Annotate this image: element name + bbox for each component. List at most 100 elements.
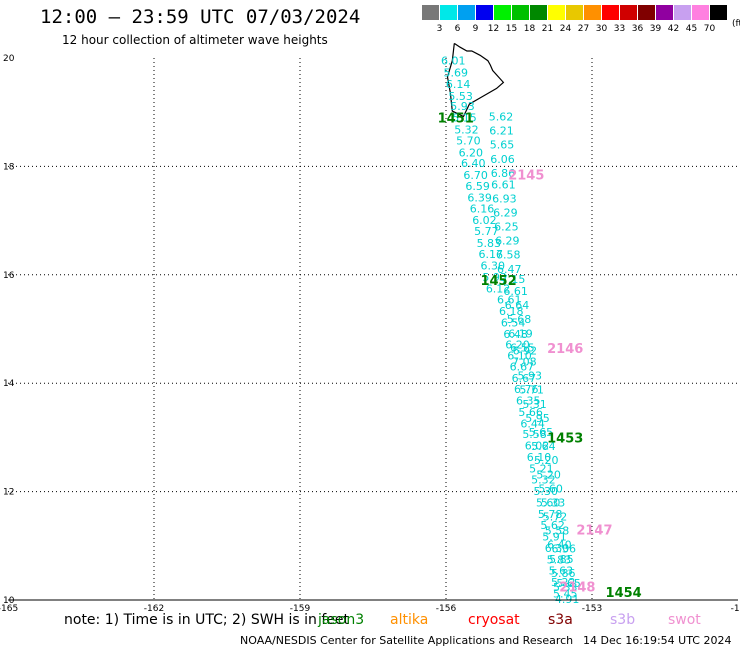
wave-height-value: 6.01 — [441, 55, 466, 68]
wave-height-value: 5.93 — [517, 370, 542, 383]
legend-label: 18 — [523, 24, 536, 34]
wave-height-value: 6.67 — [510, 360, 535, 373]
wave-height-value: 5.83 — [477, 237, 502, 250]
wave-height-value: 5.65 — [529, 426, 554, 439]
satellite-label-jason3: jason3 — [318, 612, 365, 628]
legend-label: 15 — [505, 24, 518, 34]
pass-time-label: 2148 — [559, 580, 595, 595]
wave-height-value: 6.70 — [463, 169, 488, 182]
footer-date: 14 Dec 16:19:54 UTC 2024 — [583, 634, 732, 647]
satellite-label-altika: altika — [390, 612, 429, 628]
wave-height-value: 5.72 — [543, 511, 568, 524]
lat-tick-label: 18 — [3, 162, 15, 172]
wave-height-value: 6.29 — [495, 235, 520, 248]
wave-height-value: 5.62 — [540, 519, 565, 532]
wave-height-value: 6.30 — [545, 542, 570, 555]
lat-tick-label: 12 — [3, 488, 14, 498]
legend-swatch — [512, 5, 529, 20]
wave-height-value: 6.35 — [516, 395, 541, 408]
legend-label: 12 — [487, 24, 500, 34]
legend-label: 39 — [649, 24, 662, 34]
lon-tick-label: -159 — [290, 604, 311, 614]
wave-height-value: 6.44 — [520, 417, 545, 430]
legend-label: 24 — [559, 24, 572, 34]
wave-height-value: 5.31 — [522, 398, 547, 411]
lon-tick-label: -165 — [0, 604, 18, 614]
satellite-label-s3a: s3a — [548, 612, 573, 628]
wave-height-value: 6.59 — [465, 180, 490, 193]
wave-height-value: 6.02 — [472, 214, 497, 227]
wave-height-value: 5.30 — [534, 485, 559, 498]
legend-swatch — [530, 5, 547, 20]
wave-height-value: 5.93 — [450, 100, 475, 113]
pass-time-label: 1451 — [438, 112, 474, 127]
wave-height-value: 6.16 — [470, 203, 495, 216]
wave-height-value: 6.76 — [514, 383, 539, 396]
legend-swatch — [458, 5, 475, 20]
legend-swatch — [656, 5, 673, 20]
wave-height-value: 6.39 — [467, 191, 492, 204]
wave-height-value: 5.45 — [553, 587, 578, 600]
legend-label: 33 — [613, 24, 626, 34]
wave-height-value: 5.69 — [443, 67, 468, 80]
wave-height-value: 5.60 — [536, 496, 561, 509]
lon-tick-label: -156 — [436, 604, 457, 614]
legend-label: 70 — [703, 24, 716, 34]
lon-tick-label: -162 — [144, 604, 164, 614]
wave-height-value: 5.91 — [542, 531, 567, 544]
wave-height-value: 4.91 — [555, 593, 580, 606]
wave-height-value: 6.61 — [497, 294, 522, 307]
lon-tick-label: -153 — [582, 604, 602, 614]
legend-unit: (ft) — [732, 19, 740, 29]
wave-height-value: 6.20 — [459, 146, 484, 159]
wave-height-value: 5.33 — [541, 496, 566, 509]
wave-height-value: 6.14 — [446, 78, 471, 91]
wave-height-value: 5.70 — [456, 134, 481, 147]
pass-time-label: 2145 — [508, 169, 544, 184]
wave-height-value: 5.65 — [490, 139, 515, 152]
wave-height-value: 5.85 — [549, 553, 574, 566]
footer-note: note: 1) Time is in UTC; 2) SWH is in fe… — [64, 612, 350, 628]
wave-height-value: 7.15 — [501, 273, 526, 286]
pass-time-label: 1452 — [480, 274, 516, 289]
map-subtitle: 12 hour collection of altimeter wave hei… — [62, 33, 328, 47]
wave-height-value: 5.68 — [507, 313, 532, 326]
wave-height-value: 6.18 — [499, 305, 524, 318]
wave-height-value: 6.48 — [503, 328, 528, 341]
legend-label: 45 — [685, 24, 698, 34]
satellite-label-swot: swot — [668, 612, 701, 628]
legend-swatch — [710, 5, 727, 20]
wave-height-value: 6.64 — [505, 299, 530, 312]
wave-height-value: 6.29 — [493, 206, 518, 219]
wave-height-value: 6.20 — [505, 339, 530, 352]
footer-credit: NOAA/NESDIS Center for Satellite Applica… — [240, 634, 574, 647]
wave-height-value: 6.93 — [492, 192, 517, 205]
wave-height-value: 6.40 — [461, 157, 486, 170]
lat-tick-label: 10 — [3, 596, 15, 606]
wave-height-value: 5.58 — [545, 525, 570, 538]
wave-height-value: 5.62 — [489, 111, 514, 124]
legend-swatch — [692, 5, 709, 20]
wave-height-value: 6.86 — [491, 167, 516, 180]
legend-swatch — [638, 5, 655, 20]
wave-height-value: 6.30 — [480, 260, 505, 273]
wave-height-value: 5.83 — [547, 553, 572, 566]
wave-height-value: 6.54 — [501, 316, 526, 329]
wave-height-value: 5.77 — [474, 225, 499, 238]
legend-swatch — [584, 5, 601, 20]
wave-height-value: 5.78 — [538, 508, 563, 521]
pass-time-label: 2147 — [576, 524, 612, 539]
legend-swatch — [440, 5, 457, 20]
wave-height-value: 5.65 — [556, 577, 581, 590]
pass-time-label: 1453 — [547, 431, 583, 446]
wave-height-value: 6.25 — [494, 221, 519, 234]
wave-height-value: 5.64 — [531, 440, 556, 453]
wave-height-value: 6.10 — [527, 451, 552, 464]
wave-height-value: 5.32 — [454, 124, 479, 137]
wave-height-value: 5.71 — [519, 384, 544, 397]
wave-height-value: 6.61 — [491, 178, 516, 191]
wave-height-value: 6.58 — [496, 249, 521, 262]
wave-height-value: 6.67 — [512, 372, 537, 385]
wave-height-value: 5.86 — [551, 567, 576, 580]
